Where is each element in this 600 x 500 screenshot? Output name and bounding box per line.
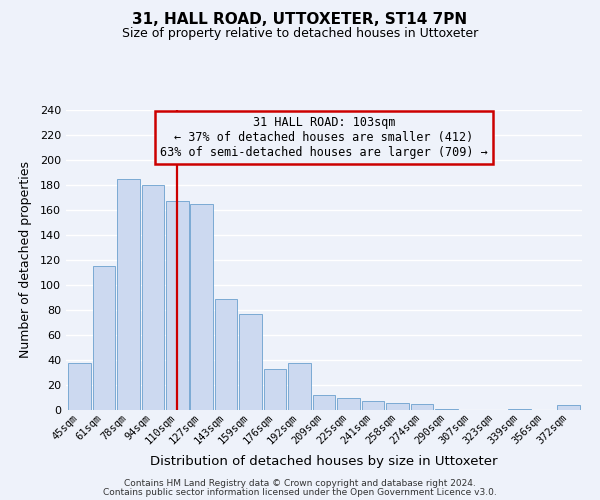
- X-axis label: Distribution of detached houses by size in Uttoxeter: Distribution of detached houses by size …: [150, 454, 498, 468]
- Bar: [92, 266, 115, 410]
- Bar: [190, 204, 213, 410]
- Bar: [239, 314, 262, 410]
- Bar: [288, 362, 311, 410]
- Bar: [117, 179, 140, 410]
- Bar: [337, 398, 360, 410]
- Text: Size of property relative to detached houses in Uttoxeter: Size of property relative to detached ho…: [122, 28, 478, 40]
- Text: Contains public sector information licensed under the Open Government Licence v3: Contains public sector information licen…: [103, 488, 497, 497]
- Text: Contains HM Land Registry data © Crown copyright and database right 2024.: Contains HM Land Registry data © Crown c…: [124, 478, 476, 488]
- Y-axis label: Number of detached properties: Number of detached properties: [19, 162, 32, 358]
- Bar: [142, 185, 164, 410]
- Bar: [166, 201, 188, 410]
- Bar: [508, 409, 531, 410]
- Bar: [362, 401, 384, 410]
- Bar: [410, 404, 433, 410]
- Bar: [68, 362, 91, 410]
- Bar: [215, 298, 238, 410]
- Bar: [264, 369, 286, 410]
- Bar: [313, 395, 335, 410]
- Bar: [386, 402, 409, 410]
- Bar: [435, 409, 458, 410]
- Text: 31 HALL ROAD: 103sqm
← 37% of detached houses are smaller (412)
63% of semi-deta: 31 HALL ROAD: 103sqm ← 37% of detached h…: [160, 116, 488, 159]
- Text: 31, HALL ROAD, UTTOXETER, ST14 7PN: 31, HALL ROAD, UTTOXETER, ST14 7PN: [133, 12, 467, 28]
- Bar: [557, 405, 580, 410]
